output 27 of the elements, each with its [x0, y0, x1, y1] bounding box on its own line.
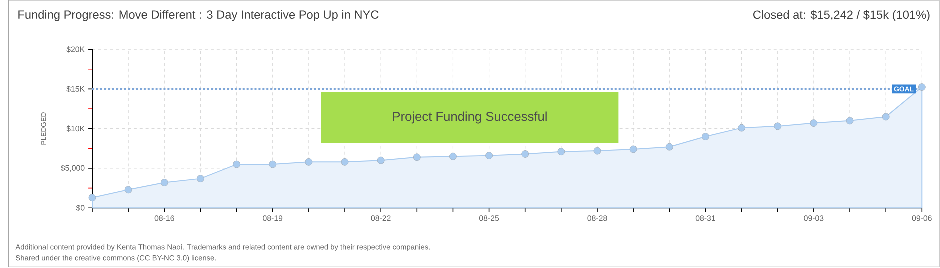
annotation: Project Funding Successful	[393, 112, 547, 124]
point	[846, 117, 854, 125]
point	[486, 152, 494, 160]
point	[269, 161, 277, 168]
point	[738, 124, 746, 132]
point	[594, 148, 602, 155]
point	[233, 161, 241, 168]
point	[88, 194, 96, 202]
point	[702, 133, 710, 141]
point	[450, 153, 457, 161]
chart-title: Funding Progress: Move Different : 3 Day Interactive Pop Up in NYC	[18, 10, 379, 22]
point	[341, 158, 349, 166]
point	[160, 179, 168, 187]
point	[882, 113, 890, 121]
point	[377, 157, 385, 164]
point	[918, 84, 926, 92]
point	[666, 144, 674, 151]
point	[197, 175, 204, 183]
point	[630, 146, 638, 154]
point	[810, 120, 818, 128]
point	[522, 150, 530, 158]
point	[413, 154, 421, 162]
chart-subtitle: Closed at: $15,242 / $15k (101%)	[754, 10, 930, 22]
point	[305, 158, 313, 166]
point	[124, 186, 132, 194]
point	[774, 122, 782, 130]
point	[558, 148, 566, 156]
